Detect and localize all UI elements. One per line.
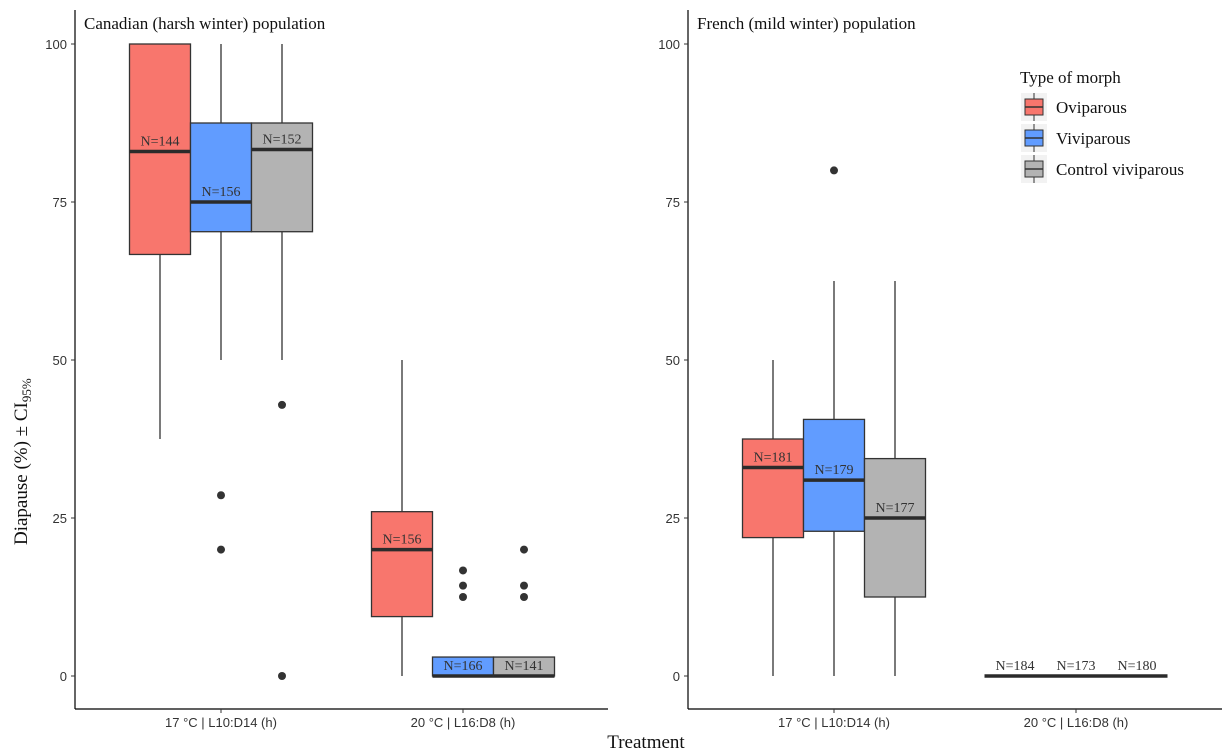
legend: Type of morph Oviparous Viviparous Control…: [1020, 68, 1184, 183]
x-tick-label: 20 °C | L16:D8 (h): [1024, 715, 1129, 730]
y-axis-label-main: Diapause (%) ± CI: [11, 402, 32, 545]
outlier-point: [459, 593, 467, 601]
y-tick-label: 25: [53, 511, 67, 526]
y-tick-label: 50: [666, 353, 680, 368]
n-label: N=177: [875, 501, 914, 516]
legend-title: Type of morph: [1020, 68, 1121, 87]
box-oviparous-2: N=184: [984, 659, 1046, 678]
outlier-point: [217, 491, 225, 500]
n-label: N=144: [140, 134, 179, 149]
box-control-viviparous-2: N=141: [492, 545, 556, 678]
y-tick-label: 75: [666, 195, 680, 210]
outlier-point: [278, 672, 286, 680]
outlier-point: [520, 593, 528, 601]
outlier-point: [520, 581, 528, 590]
n-label: N=166: [443, 659, 482, 674]
n-label: N=184: [995, 659, 1034, 674]
y-tick-label: 75: [53, 195, 67, 210]
box-body: [128, 43, 192, 256]
legend-key-control-viviparous: [1021, 155, 1047, 183]
n-label: N=180: [1117, 659, 1156, 674]
panel-title: French (mild winter) population: [697, 14, 916, 33]
n-label: N=156: [382, 533, 421, 548]
outlier-point: [520, 545, 528, 554]
x-tick-label: 17 °C | L10:D14 (h): [165, 715, 277, 730]
y-tick-label: 0: [673, 669, 680, 684]
y-tick-label: 50: [53, 353, 67, 368]
outlier-point: [278, 400, 286, 409]
box-control-viviparous-1: N=152: [250, 44, 314, 680]
box-viviparous-1: N=156: [189, 44, 253, 554]
box-body: [370, 511, 434, 618]
box-control-viviparous-2: N=180: [1106, 659, 1168, 678]
y-tick-label: 100: [658, 37, 680, 52]
box-viviparous-1: N=179: [802, 166, 866, 676]
box-oviparous-1: N=181: [741, 360, 805, 676]
legend-key-oviparous: [1021, 93, 1047, 121]
box-body: [189, 122, 253, 233]
y-tick-label: 100: [45, 37, 67, 52]
y-axis-label: Diapause (%) ± CI95%: [11, 378, 34, 545]
n-label: N=181: [753, 450, 792, 465]
box-oviparous-1: N=144: [128, 43, 192, 439]
n-label: N=156: [201, 185, 240, 200]
n-label: N=141: [504, 659, 543, 674]
panel-french: 0 25 50 75 100 17 °C | L10:D14 (h) 20 °C | L16…: [658, 10, 1222, 730]
box-control-viviparous-1: N=177: [863, 281, 927, 676]
y-axis-label-subscript: 95%: [19, 378, 34, 402]
y-tick-label: 25: [666, 511, 680, 526]
box-viviparous-2: N=166: [431, 566, 495, 678]
n-label: N=179: [814, 463, 853, 478]
box-body: [250, 122, 314, 233]
box-viviparous-2: N=173: [1045, 659, 1107, 678]
outlier-point: [459, 566, 467, 575]
n-label: N=173: [1056, 659, 1095, 674]
n-label: N=152: [262, 133, 301, 148]
outlier-point: [459, 581, 467, 590]
outlier-point: [830, 166, 838, 175]
legend-item-label: Oviparous: [1056, 98, 1127, 117]
box-body: [863, 457, 927, 598]
legend-item-label: Control viviparous: [1056, 160, 1184, 179]
x-tick-label: 17 °C | L10:D14 (h): [778, 715, 890, 730]
panel-title: Canadian (harsh winter) population: [84, 14, 326, 33]
x-axis-label: Treatment: [607, 732, 685, 753]
y-tick-label: 0: [60, 669, 67, 684]
panel-canadian: 0 25 50 75 100 17 °C | L10:D14 (h) 20 °C | L16…: [45, 10, 608, 730]
legend-key-viviparous: [1021, 124, 1047, 152]
outlier-point: [217, 545, 225, 554]
x-tick-label: 20 °C | L16:D8 (h): [411, 715, 516, 730]
box-oviparous-2: N=156: [370, 360, 434, 676]
legend-item-label: Viviparous: [1056, 129, 1131, 148]
box-body: [741, 438, 805, 539]
